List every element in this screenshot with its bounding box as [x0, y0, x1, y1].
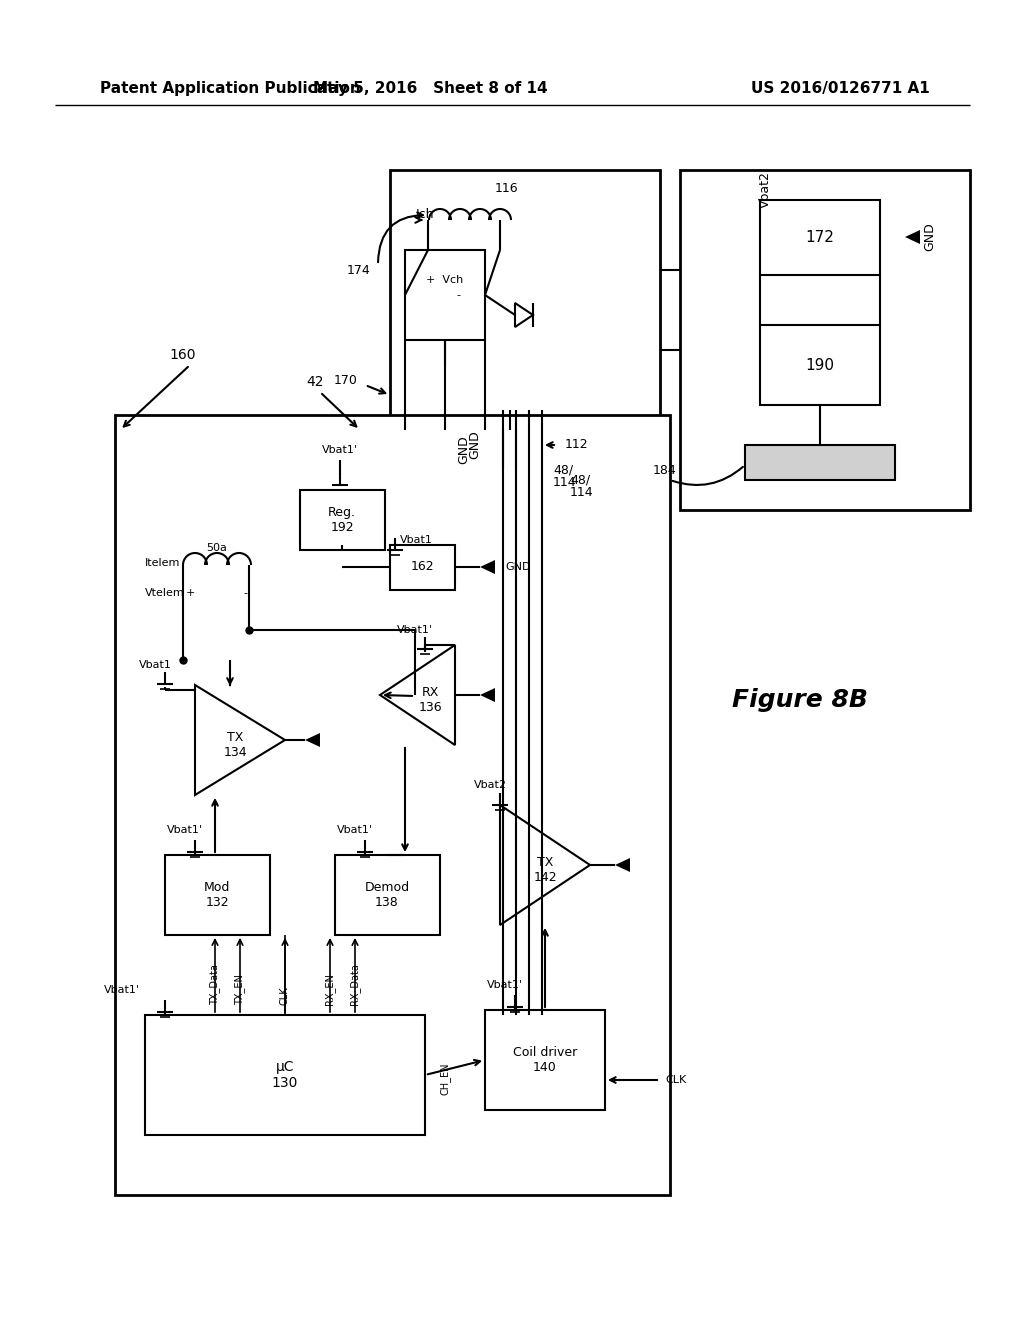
Polygon shape [480, 560, 495, 574]
Text: 184: 184 [653, 463, 677, 477]
Text: 162: 162 [411, 561, 434, 573]
Text: GND: GND [923, 223, 936, 251]
Bar [406, 249, 485, 341]
Text: 174: 174 [346, 264, 370, 276]
Text: 114: 114 [553, 477, 577, 490]
Bar [145, 1015, 425, 1135]
Text: CLK: CLK [665, 1074, 686, 1085]
Text: RX_EN: RX_EN [325, 973, 336, 1005]
Text: CH_EN: CH_EN [439, 1063, 451, 1096]
Polygon shape [615, 858, 630, 873]
Text: 116: 116 [495, 181, 518, 194]
Text: 48/: 48/ [553, 463, 573, 477]
Polygon shape [905, 230, 920, 244]
Text: RX
136: RX 136 [418, 686, 441, 714]
Text: -: - [243, 587, 247, 598]
Text: 112: 112 [565, 438, 589, 451]
Text: Vbat1': Vbat1' [337, 825, 373, 836]
Polygon shape [305, 733, 319, 747]
Text: TX_EN: TX_EN [234, 974, 246, 1005]
Text: May 5, 2016   Sheet 8 of 14: May 5, 2016 Sheet 8 of 14 [312, 81, 547, 95]
Bar [529, 430, 539, 470]
Text: Patent Application Publication: Patent Application Publication [100, 81, 360, 95]
Bar [745, 445, 895, 480]
Text: RX_Data: RX_Data [349, 964, 360, 1005]
Bar [300, 490, 385, 550]
Text: 172: 172 [806, 230, 835, 244]
Text: 42: 42 [306, 375, 324, 389]
Text: 114: 114 [570, 486, 594, 499]
Text: Ich: Ich [416, 209, 434, 222]
Text: Vbat1: Vbat1 [400, 535, 433, 545]
Text: TX
134: TX 134 [223, 731, 247, 759]
Bar [680, 170, 970, 510]
Text: Vbat1': Vbat1' [487, 979, 523, 990]
Text: TX
142: TX 142 [534, 855, 557, 884]
Bar [115, 414, 670, 1195]
Bar [760, 325, 880, 405]
Text: +: + [185, 587, 195, 598]
Polygon shape [480, 688, 495, 702]
Text: GND: GND [457, 436, 470, 465]
Bar [335, 855, 440, 935]
Text: 170: 170 [334, 374, 358, 387]
Text: +  Vch: + Vch [426, 275, 464, 285]
Bar [490, 430, 500, 470]
Text: Vbat1': Vbat1' [104, 985, 140, 995]
Bar [390, 545, 455, 590]
Bar [760, 201, 880, 275]
Text: GND: GND [505, 562, 530, 572]
Text: Vbat2: Vbat2 [759, 172, 771, 209]
Text: Demod
138: Demod 138 [365, 880, 410, 909]
Text: Itelem: Itelem [145, 558, 180, 568]
Text: Vbat1: Vbat1 [138, 660, 171, 671]
Text: Vtelem: Vtelem [145, 587, 184, 598]
Text: CLK: CLK [280, 986, 290, 1005]
Text: Figure 8B: Figure 8B [732, 688, 868, 711]
Text: -: - [456, 290, 460, 300]
Bar [165, 855, 270, 935]
Text: Mod
132: Mod 132 [204, 880, 230, 909]
Text: 48/: 48/ [570, 474, 590, 487]
Bar [516, 430, 526, 470]
Bar [485, 1010, 605, 1110]
Text: Vbat1': Vbat1' [322, 445, 358, 455]
Text: GND: GND [469, 430, 481, 459]
Text: 190: 190 [806, 358, 835, 372]
Text: Vbat1': Vbat1' [167, 825, 203, 836]
Text: Reg.
192: Reg. 192 [328, 506, 356, 535]
Bar [390, 170, 660, 430]
Text: TX_Data: TX_Data [210, 964, 220, 1005]
Text: 160: 160 [170, 348, 197, 362]
Text: Vbat1': Vbat1' [397, 624, 433, 635]
Text: Coil driver
140: Coil driver 140 [513, 1045, 578, 1074]
Bar [503, 430, 513, 470]
Text: Vbat2: Vbat2 [473, 780, 507, 789]
Text: μC
130: μC 130 [271, 1060, 298, 1090]
Text: 50a: 50a [207, 543, 227, 553]
Text: US 2016/0126771 A1: US 2016/0126771 A1 [751, 81, 930, 95]
